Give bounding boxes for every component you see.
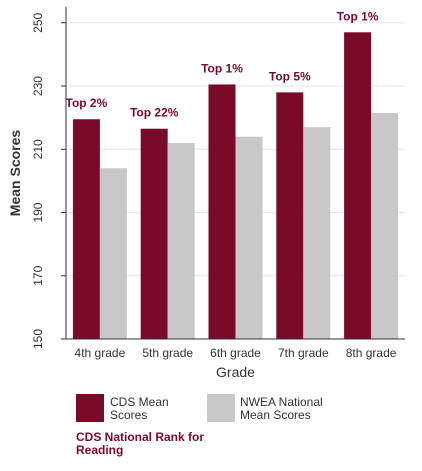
y-axis-title: Mean Scores — [7, 130, 23, 217]
rank-label: Top 1% — [201, 61, 243, 75]
x-tick-label: 5th grade — [142, 346, 193, 360]
bar-nwea — [99, 168, 127, 339]
rank-label: Top 2% — [66, 96, 108, 110]
y-tick-label: 230 — [31, 76, 45, 96]
y-tick-label: 170 — [31, 265, 45, 285]
legend-swatch-nwea — [207, 394, 235, 422]
labels: 150 170 190 210 230 250 Top 2% 4th grade Top 22%… — [31, 9, 397, 360]
bar-nwea — [167, 142, 195, 339]
x-tick-label: 6th grade — [210, 346, 261, 360]
x-axis-title: Grade — [216, 364, 255, 380]
bar-nwea — [235, 136, 263, 339]
rank-label: Top 1% — [337, 9, 379, 23]
rank-label: Top 22% — [130, 106, 179, 120]
bar-nwea — [371, 112, 399, 339]
bar-chart: 150 170 190 210 230 250 Top 2% 4th grade Top 22%… — [7, 7, 405, 380]
bar-cds — [72, 119, 100, 339]
bars — [72, 32, 399, 340]
y-tick-label: 150 — [31, 329, 45, 349]
x-tick-label: 8th grade — [346, 346, 397, 360]
x-tick-label: 7th grade — [278, 346, 329, 360]
x-tick-label: 4th grade — [75, 346, 126, 360]
bar-cds — [344, 32, 372, 340]
bar-nwea — [303, 127, 331, 340]
bar-cds — [140, 128, 168, 339]
y-tick-label: 190 — [31, 202, 45, 222]
y-tick-label: 210 — [31, 139, 45, 159]
bar-cds — [208, 84, 236, 339]
legend-label-nwea: NWEA National Mean Scores — [240, 395, 323, 422]
rank-legend-note: CDS National Rank for Reading — [76, 430, 205, 457]
y-tick-label: 250 — [31, 12, 45, 32]
rank-label: Top 5% — [269, 69, 311, 83]
bar-cds — [276, 92, 304, 339]
legend-swatch-cds — [76, 394, 104, 422]
legend-label-cds: CDS Mean Scores — [110, 395, 169, 422]
